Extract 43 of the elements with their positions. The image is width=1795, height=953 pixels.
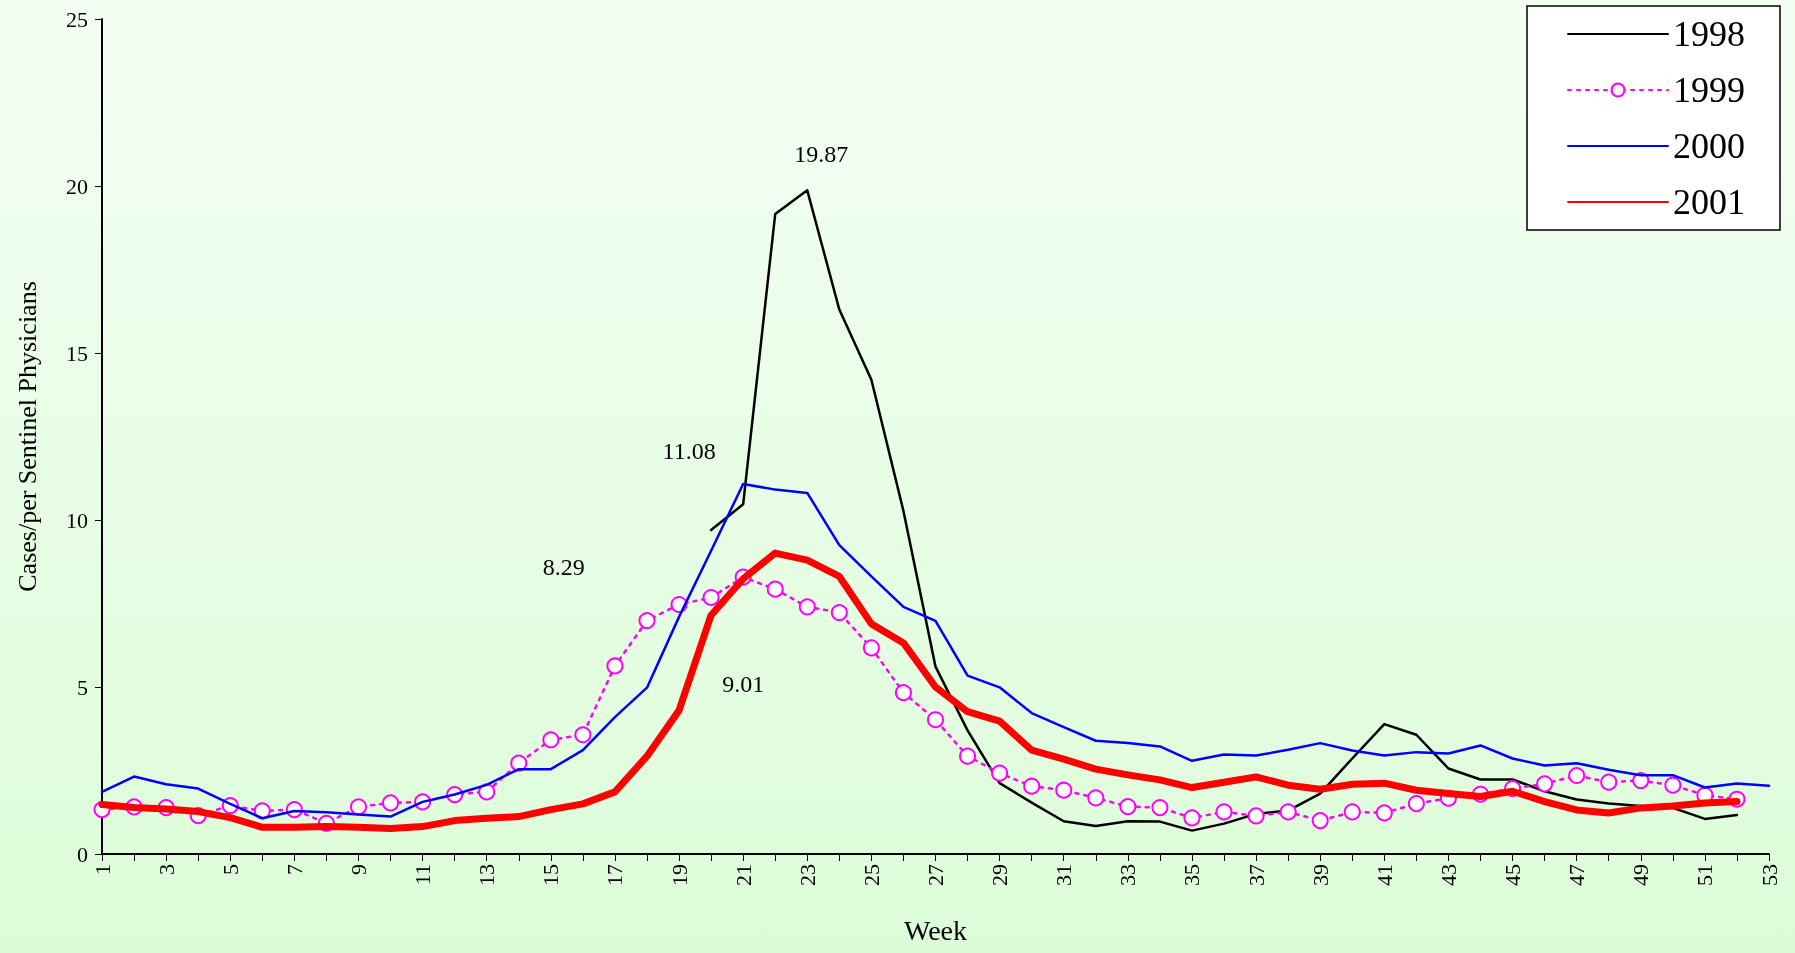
x-tick-label: 41 [1371,864,1397,886]
y-tick-label: 10 [66,507,88,533]
y-tick-label: 0 [77,841,88,867]
x-tick-label: 13 [474,864,500,886]
x-tick-label: 9 [345,864,371,875]
x-tick-label: 33 [1115,864,1141,886]
x-tick-label: 23 [794,864,820,886]
x-tick-label: 39 [1307,864,1333,886]
x-tick-label: 29 [987,864,1013,886]
x-tick-label: 45 [1500,864,1526,886]
x-tick-label: 17 [602,864,628,886]
x-tick-label: 19 [666,864,692,886]
legend-label: 1999 [1673,70,1745,110]
x-tick-label: 53 [1756,864,1782,886]
legend-label: 2001 [1673,182,1745,222]
x-tick-label: 15 [538,864,564,886]
y-tick-label: 5 [77,674,88,700]
x-tick-label: 51 [1692,864,1718,886]
legend-label: 1998 [1673,14,1745,54]
y-tick-label: 25 [66,6,88,32]
x-tick-label: 31 [1051,864,1077,886]
x-tick-label: 35 [1179,864,1205,886]
x-tick-label: 5 [217,864,243,875]
annotation: 19.87 [794,141,849,168]
annotation: 9.01 [722,670,765,697]
y-axis-title: Cases/per Sentinel Physicians [12,281,42,592]
x-tick-label: 7 [281,864,307,875]
y-tick-label: 15 [66,340,88,366]
x-tick-label: 49 [1628,864,1654,886]
x-tick-label: 37 [1243,864,1269,886]
x-tick-label: 27 [923,864,948,886]
annotation: 8.29 [542,553,585,580]
y-tick-label: 20 [66,173,88,199]
x-tick-label: 25 [858,864,884,886]
x-tick-label: 43 [1435,864,1461,886]
x-tick-label: 47 [1564,864,1590,886]
x-axis-title: Week [903,914,968,946]
legend-label: 2000 [1673,126,1745,166]
x-tick-label: 11 [410,864,436,886]
annotation: 11.08 [662,437,716,464]
x-tick-label: 1 [89,864,115,875]
x-tick-label: 3 [153,864,179,875]
x-tick-label: 21 [730,864,756,886]
